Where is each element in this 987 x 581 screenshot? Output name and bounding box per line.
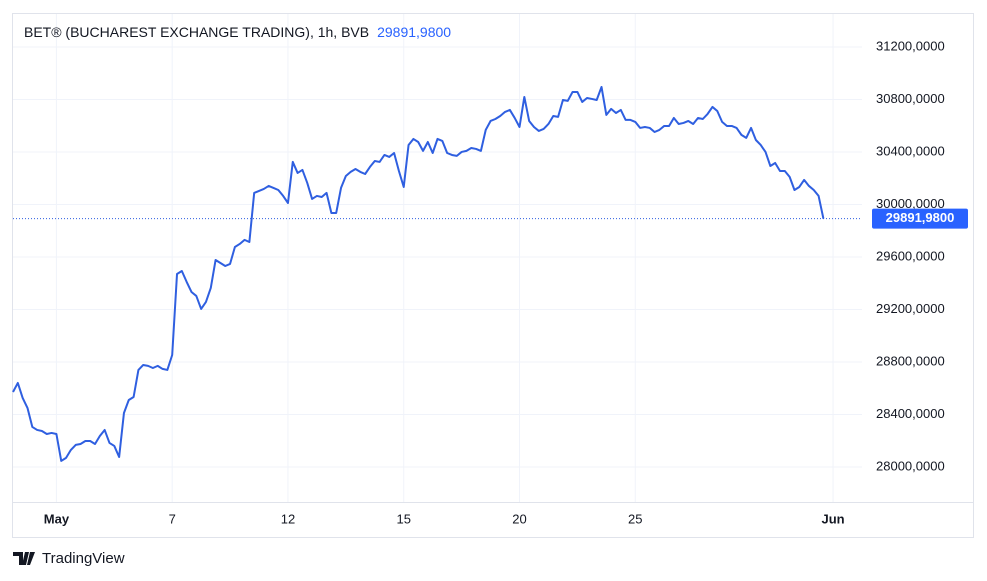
grid (13, 14, 862, 502)
price-label: 29891,9800 (886, 210, 955, 225)
logo: TradingView (13, 550, 125, 567)
y-tick-label: 30800,0000 (876, 91, 945, 106)
y-tick-label: 28800,0000 (876, 353, 945, 368)
plot (12, 85, 862, 462)
chart-title: BET® (BUCHAREST EXCHANGE TRADING), 1h, B… (24, 24, 451, 40)
symbol-title: BET® (BUCHAREST EXCHANGE TRADING), 1h, B… (24, 24, 369, 40)
x-tick-label: 15 (396, 511, 410, 526)
x-tick-label: 12 (281, 511, 295, 526)
y-tick-label: 29600,0000 (876, 248, 945, 263)
y-tick-label: 28400,0000 (876, 406, 945, 421)
price-line (12, 85, 825, 462)
x-tick-label: 20 (512, 511, 526, 526)
y-tick-label: 30000,0000 (876, 196, 945, 211)
x-tick-label: May (44, 511, 70, 526)
y-tick-label: 29200,0000 (876, 301, 945, 316)
x-tick-label: 25 (628, 511, 642, 526)
x-tick-label: 7 (169, 511, 176, 526)
y-tick-label: 30400,0000 (876, 143, 945, 158)
price-label-box (872, 208, 968, 229)
x-tick-label: Jun (821, 511, 844, 526)
y-tick-label: 31200,0000 (876, 38, 945, 53)
y-tick-label: 28000,0000 (876, 458, 945, 473)
logo-icon (13, 552, 35, 565)
header-price: 29891,9800 (377, 24, 451, 40)
chart-frame (12, 13, 974, 538)
brand: TradingView (42, 550, 125, 567)
